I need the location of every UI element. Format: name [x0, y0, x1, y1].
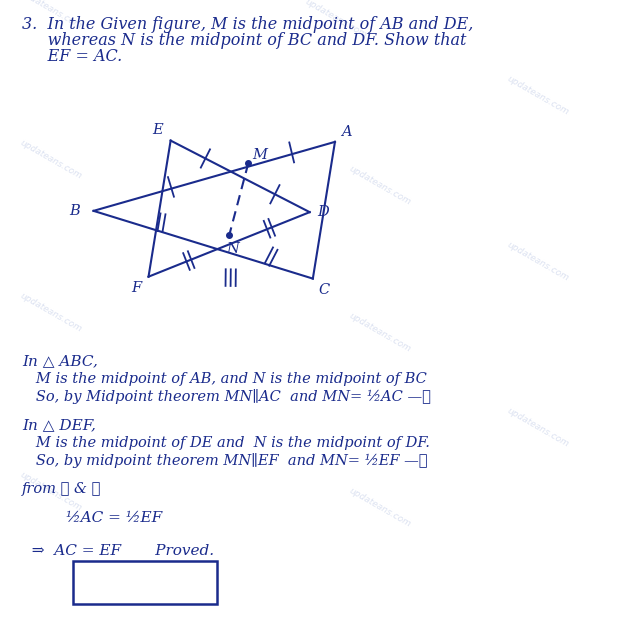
Text: updateans.com: updateans.com [348, 164, 413, 206]
Text: updateans.com: updateans.com [19, 138, 84, 181]
Text: C: C [319, 283, 330, 297]
Text: In △ ABC,: In △ ABC, [22, 355, 98, 369]
Text: M is the midpoint of DE and  N is the midpoint of DF.: M is the midpoint of DE and N is the mid… [22, 436, 430, 450]
Text: 3.  In the Given figure, M is the midpoint of AB and DE,: 3. In the Given figure, M is the midpoin… [22, 16, 473, 33]
Text: updateans.com: updateans.com [348, 486, 413, 529]
Text: M: M [252, 148, 267, 162]
Text: E: E [153, 123, 163, 137]
Text: updateans.com: updateans.com [19, 0, 84, 31]
Text: updateans.com: updateans.com [19, 470, 84, 513]
Text: So, by midpoint theorem MN∥EF  and MN= ½EF —②: So, by midpoint theorem MN∥EF and MN= ½E… [22, 453, 428, 468]
Text: So, by Midpoint theorem MN∥AC  and MN= ½AC —①: So, by Midpoint theorem MN∥AC and MN= ½A… [22, 389, 431, 404]
Text: N: N [226, 242, 239, 256]
Text: D: D [318, 205, 329, 219]
Text: updateans.com: updateans.com [19, 291, 84, 334]
Text: updateans.com: updateans.com [506, 74, 571, 117]
Text: ⇒  AC = EF       Proved.: ⇒ AC = EF Proved. [22, 544, 214, 558]
Text: B: B [69, 204, 80, 218]
Text: updateans.com: updateans.com [303, 0, 368, 40]
Text: from ① & ②: from ① & ② [22, 482, 102, 497]
Text: updateans.com: updateans.com [506, 240, 571, 283]
Text: M is the midpoint of AB, and N is the midpoint of BC: M is the midpoint of AB, and N is the mi… [22, 372, 427, 386]
Text: ½AC = ½EF: ½AC = ½EF [22, 511, 162, 525]
Text: whereas N is the midpoint of BC and DF. Show that: whereas N is the midpoint of BC and DF. … [22, 32, 466, 49]
Text: updateans.com: updateans.com [348, 311, 413, 353]
Text: EF = AC.: EF = AC. [22, 48, 123, 65]
Text: F: F [131, 281, 141, 295]
Text: In △ DEF,: In △ DEF, [22, 419, 96, 433]
Text: A: A [341, 125, 351, 139]
Text: updateans.com: updateans.com [506, 406, 571, 449]
